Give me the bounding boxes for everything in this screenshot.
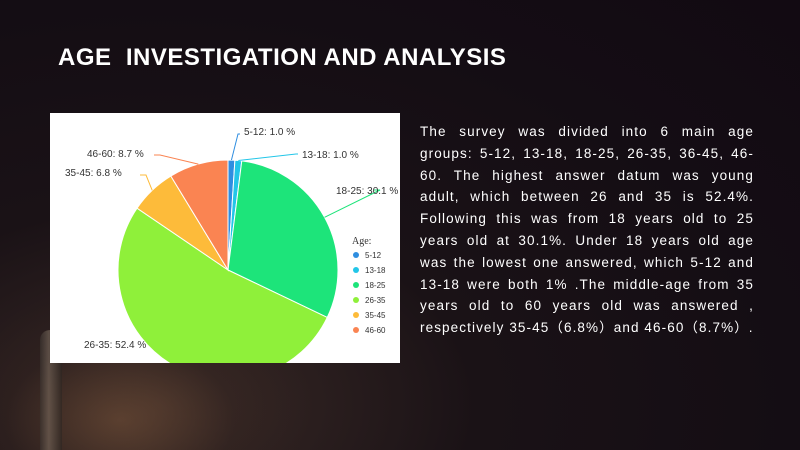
chart-legend: Age: 5-12 13-18 18-25 26-35 35-45 46-60 (352, 236, 386, 335)
slide-title: AGE INVESTIGATION AND ANALYSIS (58, 44, 507, 71)
analysis-paragraph: The survey was divided into 6 main age g… (420, 124, 754, 336)
pie-slice-46-60 (170, 159, 229, 272)
leader-line-13-18 (238, 153, 298, 161)
legend-label-46-60: 46-60 (365, 326, 386, 335)
data-label-13-18: 13-18: 1.0 % (302, 150, 359, 161)
data-label-5-12: 5-12: 1.0 % (244, 127, 295, 138)
data-label-35-45: 35-45: 6.8 % (65, 168, 122, 179)
data-label-26-35: 26-35: 52.4 % (84, 340, 146, 351)
pie-chart-panel: 5-12: 1.0 % 13-18: 1.0 % 18-25: 30.1 % 26-3… (50, 113, 400, 363)
leader-line-26-35 (162, 350, 173, 363)
leader-line-18-25 (324, 189, 381, 218)
legend-marker-46-60 (353, 327, 359, 333)
legend-marker-18-25 (353, 282, 359, 288)
legend-label-18-25: 18-25 (365, 281, 386, 290)
pie-slice-26-35 (117, 207, 328, 363)
legend-marker-26-35 (353, 297, 359, 303)
leader-line-35-45 (140, 174, 153, 191)
pie-data-labels: 5-12: 1.0 % 13-18: 1.0 % 18-25: 30.1 % 26-3… (65, 127, 398, 351)
legend-label-26-35: 26-35 (365, 296, 386, 305)
leader-line-46-60 (154, 154, 199, 165)
legend-marker-5-12 (353, 252, 359, 258)
data-label-46-60: 46-60: 8.7 % (87, 149, 144, 160)
legend-label-35-45: 35-45 (365, 311, 386, 320)
pie-leader-lines (140, 133, 381, 363)
legend-label-5-12: 5-12 (365, 251, 382, 260)
age-pie-chart: 5-12: 1.0 % 13-18: 1.0 % 18-25: 30.1 % 26-3… (65, 127, 398, 363)
leader-line-5-12 (230, 133, 240, 161)
legend-marker-35-45 (353, 312, 359, 318)
legend-label-13-18: 13-18 (365, 266, 386, 275)
data-label-18-25: 18-25: 30.1 % (336, 186, 398, 197)
legend-title: Age: (352, 236, 371, 247)
pie-slices (117, 159, 339, 363)
legend-marker-13-18 (353, 267, 359, 273)
